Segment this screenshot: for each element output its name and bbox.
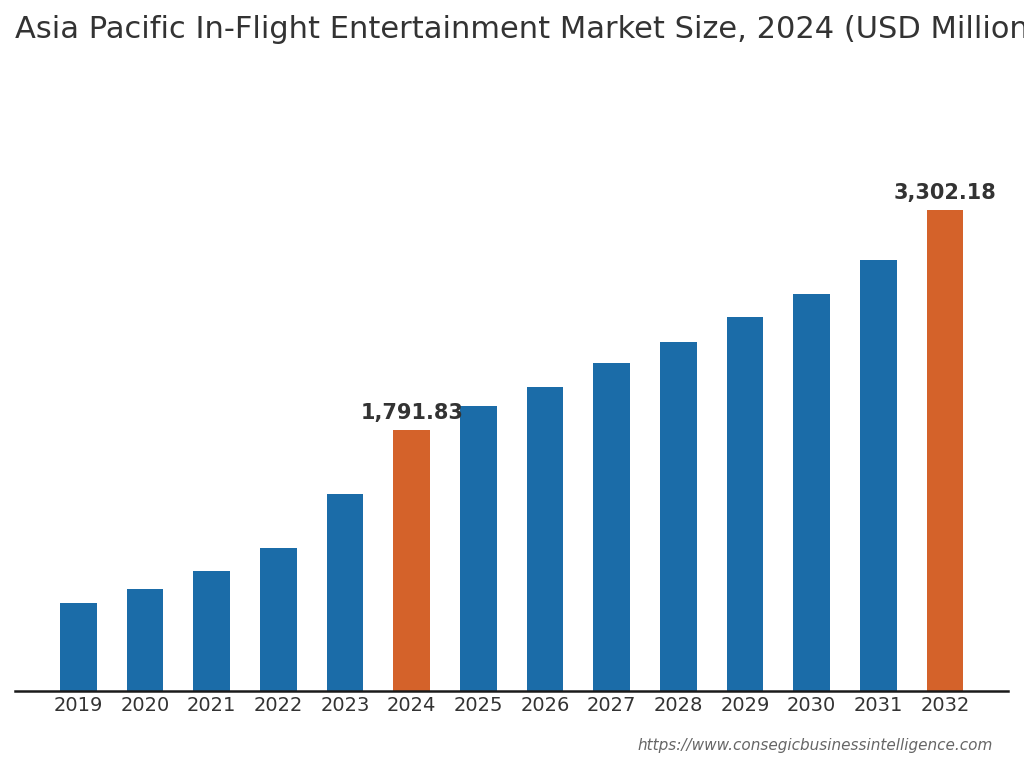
Bar	[327, 495, 364, 690]
Bar	[127, 589, 164, 690]
Text: https://www.consegicbusinessintelligence.com: https://www.consegicbusinessintelligence…	[638, 737, 993, 753]
Text: 3,302.18: 3,302.18	[894, 183, 996, 203]
Bar	[727, 317, 763, 690]
Bar	[794, 293, 829, 690]
Bar	[393, 430, 430, 690]
Bar	[260, 548, 297, 690]
Text: 1,791.83: 1,791.83	[360, 402, 463, 422]
Bar	[194, 571, 230, 690]
Bar	[927, 210, 964, 690]
Bar	[860, 260, 897, 690]
Text: Asia Pacific In-Flight Entertainment Market Size, 2024 (USD Million): Asia Pacific In-Flight Entertainment Mar…	[15, 15, 1024, 44]
Bar	[526, 386, 563, 690]
Bar	[60, 604, 97, 690]
Bar	[659, 342, 696, 690]
Bar	[460, 406, 497, 690]
Bar	[593, 363, 630, 690]
